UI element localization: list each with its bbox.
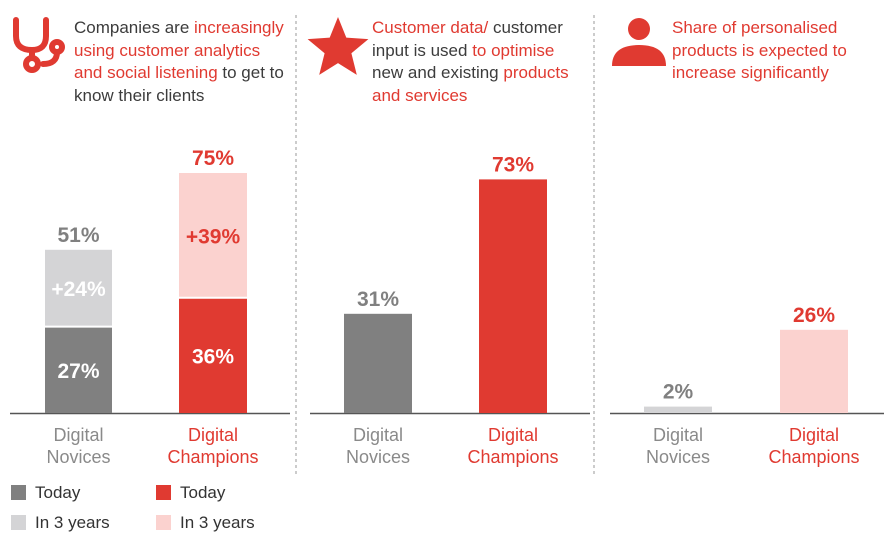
person-icon (612, 18, 666, 66)
data-label-increase: +24% (51, 278, 106, 301)
heading-run: to optimise (472, 40, 555, 60)
heading-run: to get to know their clients (74, 63, 284, 105)
category-label: Digital Novices (46, 425, 110, 467)
legend-swatch-novice-today (11, 485, 26, 500)
legend-label-champion-today: Today (180, 483, 226, 502)
bar-today (45, 326, 112, 413)
panel-3-heading: Share of personalised products is expect… (672, 17, 884, 85)
data-label: 31% (357, 288, 399, 311)
panel-2-heading: Customer data/ customer input is used to… (372, 17, 577, 107)
bar (780, 329, 848, 413)
data-label-increase: +39% (186, 225, 241, 248)
panel-1-heading: Companies are increasingly using custome… (74, 17, 286, 107)
legend-swatch-champion-today (156, 485, 171, 500)
data-label: 26% (793, 304, 835, 327)
bar-in-3-years (179, 173, 247, 298)
star-icon (307, 17, 369, 75)
heading-run: increasingly using customer analytics an… (74, 18, 284, 82)
bar (479, 179, 547, 413)
bar (344, 313, 412, 413)
heading-run: products and services (372, 63, 569, 105)
data-label: 73% (492, 153, 534, 176)
data-label-today: 36% (192, 345, 234, 368)
heading-run: new and existing (372, 63, 504, 82)
category-label: Digital Novices (646, 425, 710, 467)
legend-swatch-novice-future (11, 515, 26, 530)
data-label: 2% (663, 381, 694, 404)
data-label-today: 27% (57, 360, 99, 383)
heading-run: Companies are (74, 18, 195, 37)
category-label: Digital Champions (467, 425, 558, 467)
category-label: Digital Champions (167, 425, 258, 467)
legend-label-novice-today: Today (35, 483, 81, 502)
legend-label-novice-future: In 3 years (35, 513, 110, 532)
bar-in-3-years (45, 249, 112, 327)
category-label: Digital Novices (346, 425, 410, 467)
bar (644, 406, 712, 413)
heading-run: customer input is used (372, 18, 563, 60)
stethoscope-icon (13, 17, 65, 73)
data-label-total: 51% (57, 224, 99, 247)
bar-today (179, 297, 247, 413)
legend-label-champion-future: In 3 years (180, 513, 255, 532)
category-label: Digital Champions (768, 425, 859, 467)
heading-run: Customer data/ (372, 18, 489, 37)
data-label-total: 75% (192, 147, 234, 170)
legend-swatch-champion-future (156, 515, 171, 530)
heading-run: Share of personalised products is expect… (672, 18, 847, 82)
